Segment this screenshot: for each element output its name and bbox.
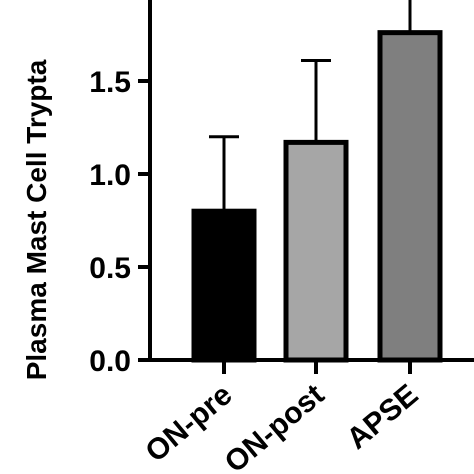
y-tick-label: 1.5 xyxy=(89,66,131,99)
bar-on-pre xyxy=(191,208,257,363)
y-axis-label: Plasma Mast Cell Trypta xyxy=(21,59,52,380)
y-ticks-group: 0.0 0.5 1.0 1.5 xyxy=(89,66,150,378)
bar-apse xyxy=(377,30,443,363)
x-tick-label-apse: APSE xyxy=(341,378,425,456)
y-tick-label: 0.0 xyxy=(89,345,131,378)
y-tick-label: 0.5 xyxy=(89,252,131,285)
error-bars-group xyxy=(209,0,412,212)
y-tick-label: 1.0 xyxy=(89,159,131,192)
x-tick-label-on-post: ON-post xyxy=(219,378,331,474)
axes-group xyxy=(148,0,474,362)
bar-on-post xyxy=(283,139,349,363)
